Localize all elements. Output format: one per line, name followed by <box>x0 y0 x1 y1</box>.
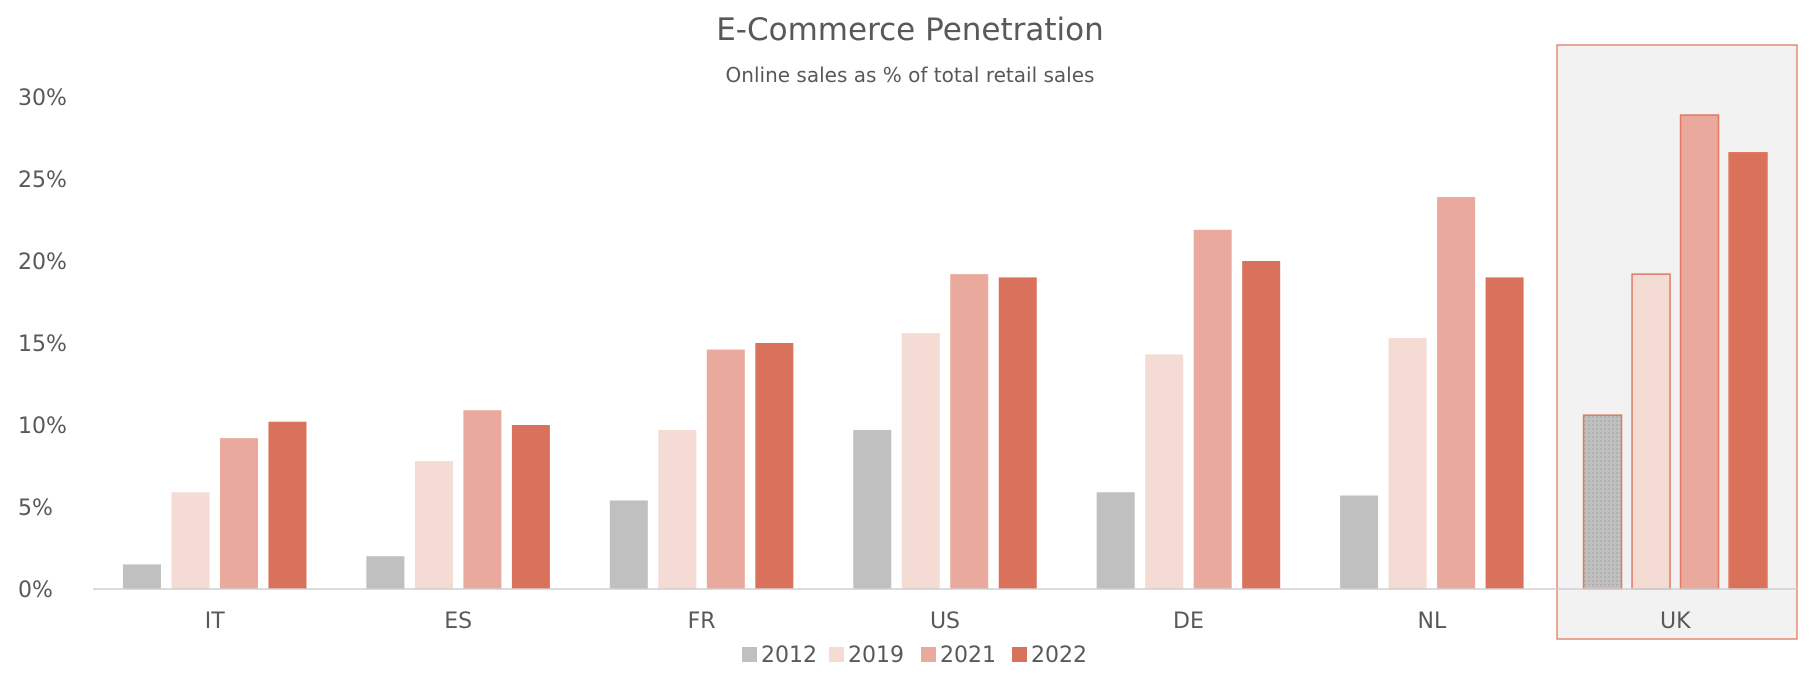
bar-de-2012 <box>1096 492 1135 589</box>
bar-it-2021 <box>219 438 258 589</box>
bar-nl-2012 <box>1340 495 1379 589</box>
legend-swatch-2022 <box>1012 647 1027 662</box>
bar-fr-2022 <box>755 343 794 589</box>
bar-es-2012 <box>366 556 405 589</box>
y-tick-label: 0% <box>18 578 53 603</box>
bar-it-2022 <box>268 421 307 589</box>
bar-uk-2012 <box>1582 414 1623 590</box>
chart-title: E-Commerce Penetration <box>716 12 1104 48</box>
chart-subtitle: Online sales as % of total retail sales <box>726 63 1095 87</box>
bar-fr-2021 <box>706 349 745 589</box>
category-label-uk: UK <box>1660 609 1691 634</box>
bar-us-2022 <box>998 277 1037 589</box>
y-tick-label: 15% <box>18 332 67 357</box>
bar-de-2021 <box>1193 229 1232 589</box>
bar-uk-2022 <box>1728 152 1768 590</box>
legend-label-2022: 2022 <box>1031 643 1087 668</box>
bar-nl-2021 <box>1437 197 1476 590</box>
category-label-de: DE <box>1173 609 1204 634</box>
legend-label-2012: 2012 <box>761 643 817 668</box>
category-label-es: ES <box>444 609 472 634</box>
bar-es-2021 <box>463 410 502 589</box>
bar-nl-2022 <box>1485 277 1524 589</box>
bar-us-2021 <box>950 274 989 589</box>
bar-it-2012 <box>122 564 161 589</box>
category-label-us: US <box>930 609 960 634</box>
bar-uk-2019 <box>1631 273 1671 590</box>
y-tick-label: 30% <box>18 86 67 111</box>
bar-it-2019 <box>171 492 210 589</box>
legend-label-2019: 2019 <box>848 643 904 668</box>
bar-fr-2019 <box>658 429 697 589</box>
y-tick-label: 25% <box>18 168 67 193</box>
legend-label-2021: 2021 <box>940 643 996 668</box>
y-tick-label: 5% <box>18 496 53 521</box>
legend-swatch-2019 <box>829 647 844 662</box>
legend-swatch-2021 <box>921 647 936 662</box>
bar-nl-2019 <box>1388 338 1427 589</box>
legend-swatch-2012 <box>742 647 757 662</box>
bar-us-2012 <box>853 429 892 589</box>
category-label-nl: NL <box>1417 609 1446 634</box>
bar-us-2019 <box>901 333 940 589</box>
bar-uk-2021 <box>1679 114 1720 590</box>
y-tick-label: 20% <box>18 250 67 275</box>
bar-de-2022 <box>1242 261 1281 589</box>
category-label-fr: FR <box>688 609 716 634</box>
category-label-it: IT <box>205 609 225 634</box>
y-tick-label: 10% <box>18 414 67 439</box>
bar-fr-2012 <box>609 500 648 589</box>
bar-es-2022 <box>511 425 550 589</box>
bar-es-2019 <box>414 461 453 589</box>
bar-de-2019 <box>1145 354 1184 589</box>
